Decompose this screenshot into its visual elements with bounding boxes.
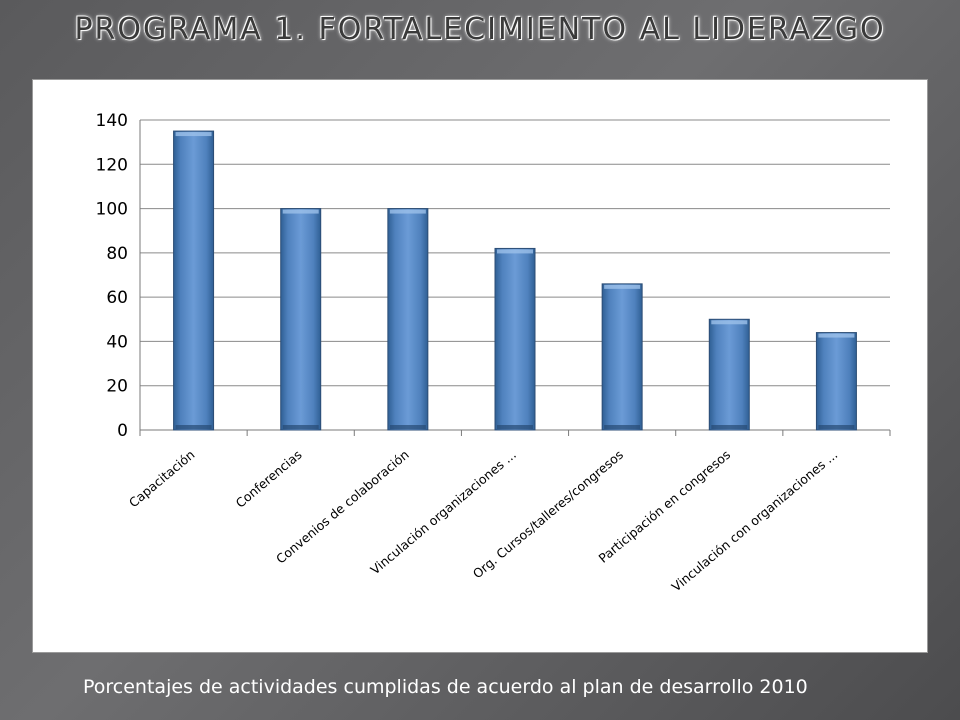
slide-title: PROGRAMA 1. FORTALECIMIENTO AL LIDERAZGO <box>74 12 886 47</box>
bar-bevel-top <box>389 209 426 214</box>
bar <box>280 208 322 431</box>
y-tick-label: 120 <box>96 155 128 175</box>
bar-bevel-bottom <box>389 425 426 429</box>
x-tick-label: Conferencias <box>233 447 305 511</box>
y-tick-label: 60 <box>106 288 128 308</box>
bar-bevel-top <box>282 209 319 214</box>
bar-bevel-bottom <box>175 425 212 429</box>
y-tick-label: 40 <box>106 332 128 352</box>
chart-panel: 0 20 40 60 80 100 120 140 Capacitación Conferenc… <box>32 79 928 653</box>
bar <box>708 318 750 431</box>
bar-bevel-top <box>175 132 212 137</box>
chart-caption: Porcentajes de actividades cumplidas de … <box>83 676 808 698</box>
y-tick-label: 0 <box>117 421 128 441</box>
y-tick-label: 80 <box>106 244 128 264</box>
bar-bevel-bottom <box>818 425 855 429</box>
bar <box>387 208 429 431</box>
y-tick-label: 100 <box>96 200 128 220</box>
y-tick-label: 20 <box>106 377 128 397</box>
bar <box>173 130 215 431</box>
bar-chart: 0 20 40 60 80 100 120 140 Capacitación Conferenc… <box>96 111 891 595</box>
bar-bevel-bottom <box>711 425 748 429</box>
bar-bevel-bottom <box>282 425 319 429</box>
y-tick-label: 140 <box>96 111 128 131</box>
bars <box>173 130 857 431</box>
bar-bevel-bottom <box>604 425 641 429</box>
bar <box>601 283 643 431</box>
bar-bevel-top <box>818 333 855 338</box>
bar-bevel-bottom <box>497 425 533 429</box>
bar-bevel-top <box>604 284 641 289</box>
bar-bevel-top <box>497 249 533 254</box>
bar-bevel-top <box>711 320 748 325</box>
x-tick-label: Vinculación con organizaciones ... <box>669 447 841 595</box>
bar <box>494 247 536 431</box>
y-tick-labels: 0 20 40 60 80 100 120 140 <box>96 111 128 441</box>
bar <box>815 332 857 431</box>
x-tick-label: Capacitación <box>126 447 198 510</box>
